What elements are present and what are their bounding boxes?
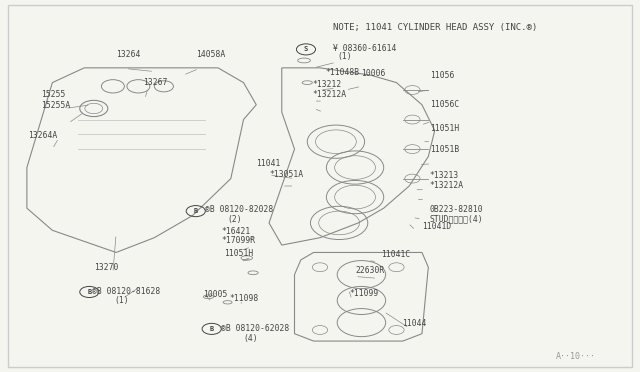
Text: B: B bbox=[87, 289, 92, 295]
Text: (2): (2) bbox=[228, 215, 242, 224]
Text: 13264A: 13264A bbox=[28, 131, 58, 140]
Text: 11056: 11056 bbox=[429, 71, 454, 80]
Text: 15255A: 15255A bbox=[41, 101, 70, 110]
Text: *17099R: *17099R bbox=[221, 236, 255, 245]
Text: 22630R: 22630R bbox=[356, 266, 385, 275]
Text: 14058A: 14058A bbox=[196, 51, 225, 60]
Text: NOTE; 11041 CYLINDER HEAD ASSY (INC.®): NOTE; 11041 CYLINDER HEAD ASSY (INC.®) bbox=[333, 23, 537, 32]
Text: ®B 08120-82028: ®B 08120-82028 bbox=[205, 205, 273, 215]
Text: (1): (1) bbox=[338, 52, 353, 61]
Text: ¥ 08360-61614: ¥ 08360-61614 bbox=[333, 44, 396, 53]
Text: 11051H: 11051H bbox=[429, 124, 459, 132]
Text: 15255: 15255 bbox=[41, 90, 65, 99]
Text: A··10···: A··10··· bbox=[556, 352, 596, 361]
Text: *13213: *13213 bbox=[429, 171, 459, 180]
Text: (1): (1) bbox=[115, 296, 129, 305]
Text: 10006: 10006 bbox=[362, 69, 386, 78]
Text: 11044: 11044 bbox=[401, 319, 426, 328]
Text: B: B bbox=[194, 208, 198, 214]
Text: S: S bbox=[304, 46, 308, 52]
Text: *13212A: *13212A bbox=[429, 182, 464, 190]
Text: 13270: 13270 bbox=[94, 263, 118, 272]
Text: 11041C: 11041C bbox=[381, 250, 410, 259]
Text: 10005: 10005 bbox=[203, 291, 227, 299]
Text: (4): (4) bbox=[244, 334, 258, 343]
Text: 11051H: 11051H bbox=[225, 249, 253, 258]
Text: *11048B: *11048B bbox=[325, 68, 359, 77]
Text: 11041: 11041 bbox=[256, 158, 281, 168]
Text: *16421: *16421 bbox=[221, 227, 250, 235]
Text: *13051A: *13051A bbox=[269, 170, 303, 179]
Text: *13212: *13212 bbox=[312, 80, 342, 89]
Text: ®B 08120-62028: ®B 08120-62028 bbox=[221, 324, 289, 333]
Text: 13264: 13264 bbox=[116, 51, 140, 60]
Text: *11098: *11098 bbox=[230, 294, 259, 303]
Text: 11056C: 11056C bbox=[429, 100, 459, 109]
Text: 11051B: 11051B bbox=[429, 145, 459, 154]
Text: *13212A: *13212A bbox=[312, 90, 346, 99]
Text: *11099: *11099 bbox=[349, 289, 379, 298]
Text: 0B223-82810: 0B223-82810 bbox=[429, 205, 483, 215]
Text: B: B bbox=[209, 326, 214, 332]
Text: ®B 08120-81628: ®B 08120-81628 bbox=[92, 287, 160, 296]
Text: STUDスタッド(4): STUDスタッド(4) bbox=[429, 214, 483, 223]
Text: 11041D: 11041D bbox=[422, 222, 451, 231]
Text: 13267: 13267 bbox=[143, 78, 167, 87]
